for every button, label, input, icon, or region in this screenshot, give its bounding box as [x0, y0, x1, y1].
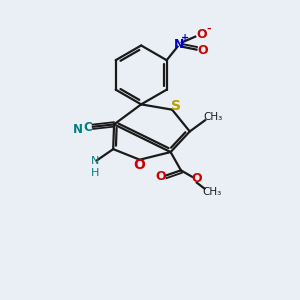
Text: O: O	[198, 44, 208, 57]
Text: +: +	[181, 33, 189, 43]
Text: O: O	[191, 172, 202, 185]
Text: O: O	[196, 28, 207, 41]
Text: N
H: N H	[91, 156, 100, 178]
Text: O: O	[156, 170, 166, 183]
Text: CH₃: CH₃	[202, 187, 221, 196]
Text: N: N	[174, 38, 184, 51]
Text: C: C	[83, 122, 92, 134]
Text: O: O	[133, 158, 145, 172]
Text: N: N	[73, 124, 83, 136]
Text: CH₃: CH₃	[204, 112, 223, 122]
Text: S: S	[171, 98, 181, 112]
Text: -: -	[206, 24, 211, 34]
